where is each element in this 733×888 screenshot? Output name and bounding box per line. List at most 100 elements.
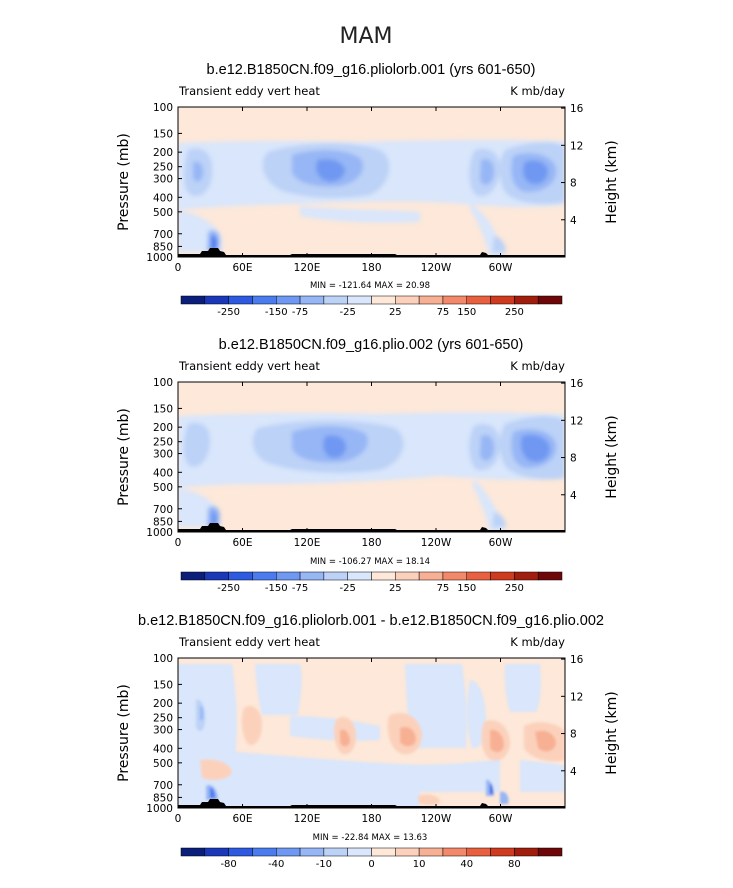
x-tick-label: 120E — [294, 537, 321, 549]
panel-1: b.e12.B1850CN.f09_g16.pliolorb.001 (yrs … — [116, 62, 620, 318]
colorbar-swatch — [442, 571, 467, 581]
colorbar-label: -150 — [265, 583, 288, 594]
colorbar-swatch — [490, 847, 515, 857]
panel-3-title: b.e12.B1850CN.f09_g16.pliolorb.001 - b.e… — [138, 613, 604, 629]
colorbar-swatch — [180, 295, 206, 305]
y-tick-label: 400 — [153, 192, 173, 204]
panel-3: b.e12.B1850CN.f09_g16.pliolorb.001 - b.e… — [116, 613, 620, 870]
y-tick-label: 300 — [153, 449, 173, 461]
y-right-tick-label: 12 — [570, 415, 583, 427]
x-tick-label: 120W — [421, 262, 452, 274]
y-tick-label: 700 — [153, 229, 173, 241]
y-tick-label: 850 — [153, 792, 173, 804]
y-tick-label: 400 — [153, 743, 173, 755]
y-tick-label: 1000 — [146, 252, 173, 264]
y-tick-label: 200 — [153, 147, 173, 159]
y-tick-label: 700 — [153, 504, 173, 516]
colorbar-swatch — [466, 847, 491, 857]
x-tick-label: 0 — [175, 262, 182, 274]
main-title: MAM — [339, 24, 392, 49]
y-right-axis-title: Height (km) — [604, 415, 620, 498]
colorbar-label: -25 — [340, 583, 356, 594]
y-tick-label: 150 — [153, 679, 173, 691]
panel-2-min-max: MIN = -106.27 MAX = 18.14 — [310, 557, 430, 567]
y-right-tick-label: 4 — [570, 215, 577, 227]
panel-1-units-label: K mb/day — [510, 84, 565, 98]
colorbar-swatch — [442, 847, 467, 857]
colorbar-label: -75 — [292, 307, 308, 318]
colorbar-swatch — [276, 571, 301, 581]
colorbar-label: 150 — [457, 307, 476, 318]
y-tick-label: 850 — [153, 516, 173, 528]
colorbar-label: -250 — [217, 307, 240, 318]
colorbar-swatch — [323, 847, 348, 857]
colorbar-label: 75 — [437, 307, 450, 318]
x-tick-label: 120W — [421, 813, 452, 825]
colorbar-label: 250 — [505, 307, 524, 318]
x-tick-label: 120E — [294, 813, 321, 825]
colorbar-label: 10 — [413, 859, 426, 870]
y-right-tick-label: 12 — [570, 140, 583, 152]
colorbar-label: -80 — [220, 859, 236, 870]
colorbar-swatch — [490, 295, 515, 305]
colorbar-swatch — [514, 295, 539, 305]
y-tick-label: 250 — [153, 162, 173, 174]
colorbar-swatch — [252, 571, 277, 581]
x-tick-label: 60E — [233, 262, 253, 274]
colorbar-swatch — [371, 571, 396, 581]
y-tick-label: 150 — [153, 403, 173, 415]
y-tick-label: 500 — [153, 758, 173, 770]
y-right-tick-label: 16 — [570, 654, 584, 666]
y-tick-label: 200 — [153, 422, 173, 434]
panel-2: b.e12.B1850CN.f09_g16.plio.002 (yrs 601-… — [116, 337, 620, 594]
x-tick-label: 60W — [489, 813, 513, 825]
colorbar-swatch — [418, 571, 444, 581]
y-right-axis-title: Height (km) — [604, 140, 620, 223]
colorbar-label: -75 — [292, 583, 308, 594]
colorbar-swatch — [299, 571, 325, 581]
y-tick-label: 1000 — [146, 527, 173, 539]
x-tick-label: 0 — [175, 537, 182, 549]
colorbar-label: 75 — [437, 583, 450, 594]
colorbar-swatch — [276, 295, 301, 305]
colorbar-swatch — [204, 295, 229, 305]
panel-3-units-label: K mb/day — [510, 635, 565, 649]
colorbar-swatch — [418, 847, 444, 857]
colorbar-label: 25 — [389, 307, 402, 318]
colorbar-label: 80 — [508, 859, 521, 870]
colorbar-swatch — [537, 295, 563, 305]
y-right-tick-label: 12 — [570, 691, 583, 703]
colorbar-swatch — [228, 847, 253, 857]
panel-3-min-max: MIN = -22.84 MAX = 13.63 — [313, 833, 428, 843]
y-tick-label: 1000 — [146, 803, 173, 815]
colorbar-swatch — [466, 571, 491, 581]
colorbar-swatch — [347, 295, 372, 305]
y-tick-label: 500 — [153, 207, 173, 219]
x-tick-label: 0 — [175, 813, 182, 825]
colorbar-swatch — [276, 847, 301, 857]
colorbar-label: -150 — [265, 307, 288, 318]
colorbar-swatch — [323, 571, 348, 581]
y-tick-label: 100 — [153, 653, 173, 665]
x-tick-label: 60W — [489, 262, 513, 274]
y-tick-label: 850 — [153, 241, 173, 253]
colorbar-label: 25 — [389, 583, 402, 594]
colorbar-swatch — [466, 295, 491, 305]
colorbar-swatch — [395, 847, 420, 857]
colorbar-swatch — [537, 571, 563, 581]
colorbar-label: -250 — [217, 583, 240, 594]
panel-2-colorbar: -250 -150 -75 -25 25 75 150 250 — [180, 571, 563, 594]
y-right-tick-label: 4 — [570, 490, 577, 502]
colorbar-swatch — [204, 571, 229, 581]
panel-2-field — [178, 382, 565, 532]
y-right-tick-label: 16 — [570, 378, 584, 390]
y-tick-label: 700 — [153, 780, 173, 792]
colorbar-label: 150 — [457, 583, 476, 594]
y-tick-label: 250 — [153, 437, 173, 449]
y-tick-label: 400 — [153, 467, 173, 479]
colorbar-swatch — [180, 571, 206, 581]
